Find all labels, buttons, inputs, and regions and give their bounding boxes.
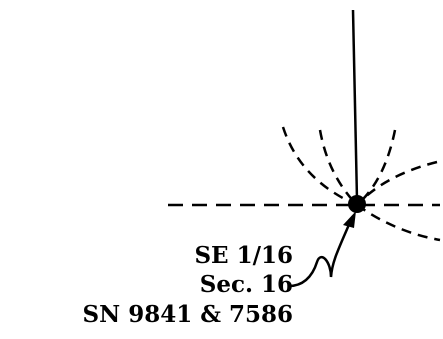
label-line-1: SE 1/16 <box>194 242 293 269</box>
dashed-curve-right-lower <box>356 203 441 242</box>
leader-arrowhead-icon <box>343 211 356 228</box>
label-line-2: Sec. 16 <box>200 271 293 298</box>
vertical-line <box>351 9 359 201</box>
survey-point-marker <box>348 195 366 213</box>
label-line-3: SN 9841 & 7586 <box>83 301 293 328</box>
dashed-curve-top-right <box>356 129 397 206</box>
dashed-curve-right-upper <box>356 160 438 206</box>
leader-line <box>288 219 353 288</box>
dashed-curve-left-outer <box>281 126 358 207</box>
dashed-curve-left-inner <box>318 129 358 206</box>
